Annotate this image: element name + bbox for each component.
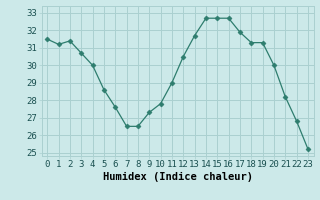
X-axis label: Humidex (Indice chaleur): Humidex (Indice chaleur) [103, 172, 252, 182]
